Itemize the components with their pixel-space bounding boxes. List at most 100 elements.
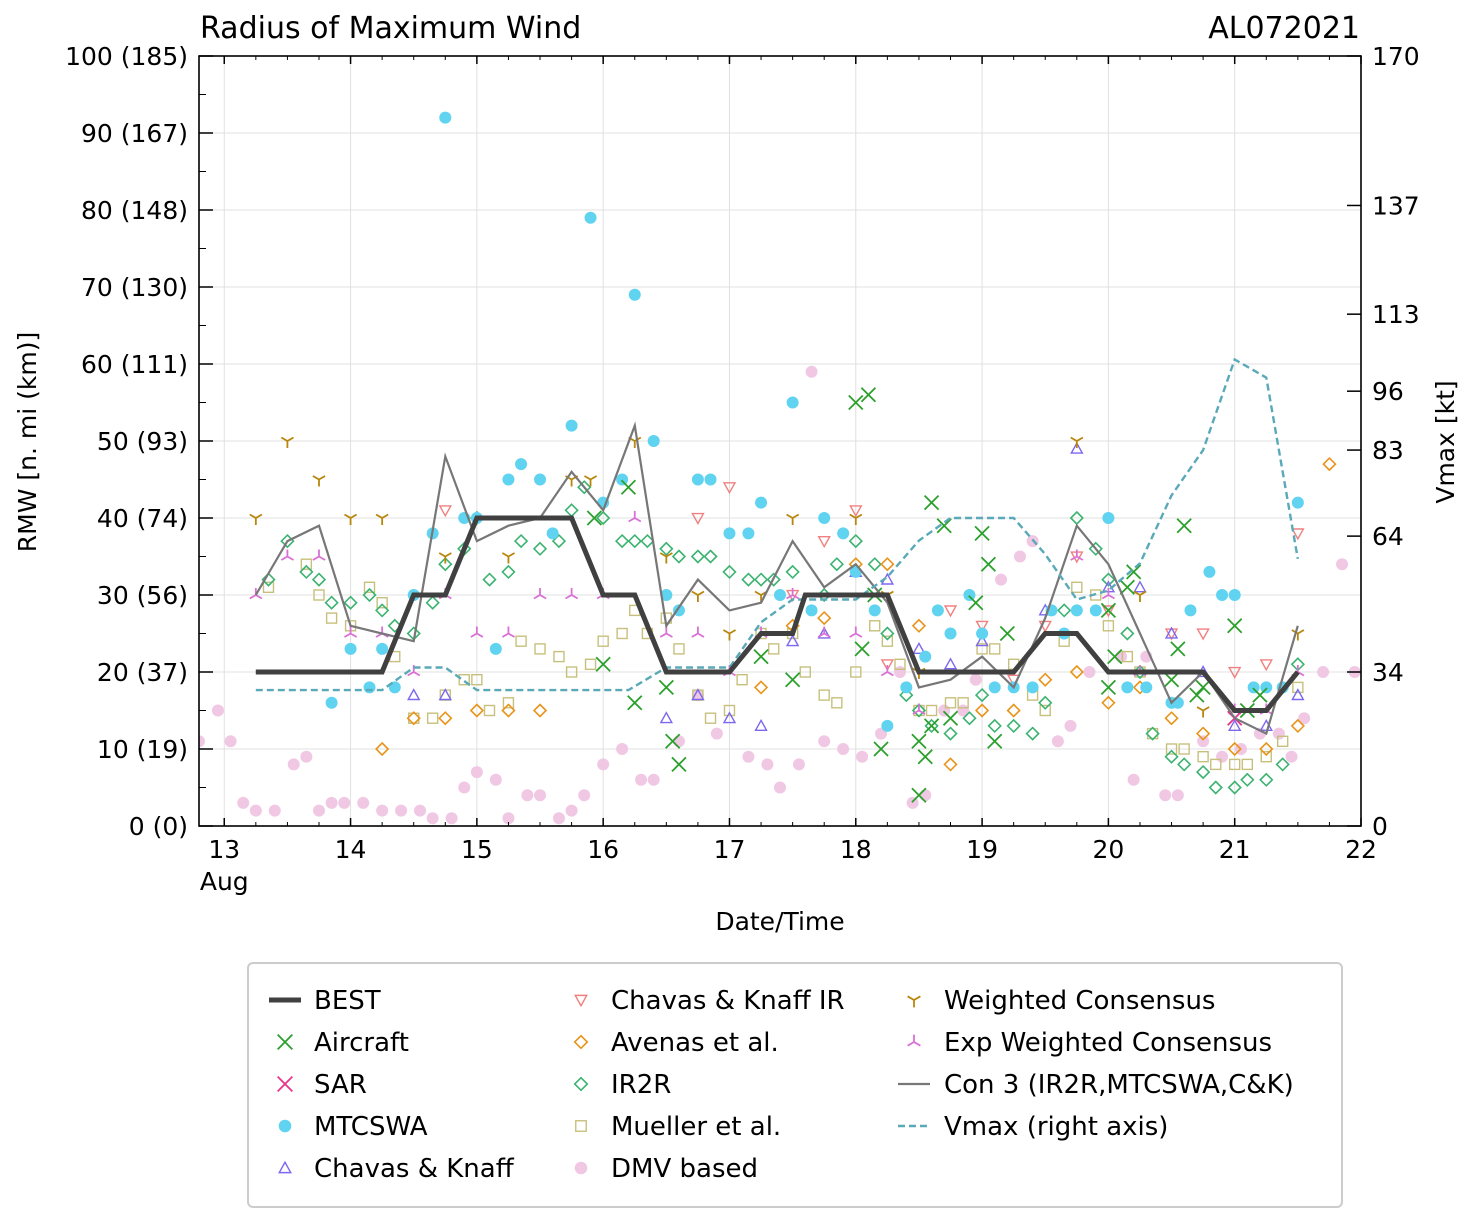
legend-label: Avenas et al.: [611, 1028, 779, 1058]
legend-label: Mueller et al.: [611, 1112, 781, 1142]
dmv-based-point: [1285, 750, 1298, 763]
ir2r-point: [1164, 749, 1179, 764]
dmv-based-point: [597, 758, 610, 771]
dmv-based-point-shape: [1285, 750, 1298, 763]
avenas-et-al-point: [406, 711, 421, 726]
y-right-tick-label: 96: [1372, 377, 1404, 406]
ir2r-point: [785, 564, 800, 580]
avenas-et-al-point-shape: [943, 757, 958, 772]
dmv-based-point: [635, 773, 648, 786]
mtcswa-point: [439, 111, 452, 124]
aircraft-point-shape: [936, 518, 952, 534]
legend-frame: [247, 962, 1343, 1208]
dmv-based-point-shape: [325, 796, 338, 809]
aircraft-point: [658, 679, 674, 696]
mueller-et-al-point: [736, 674, 748, 686]
aircraft-point: [923, 494, 940, 511]
weighted-consensus-point: [312, 475, 326, 487]
dmv-based-point-shape: [1197, 735, 1210, 748]
dmv-based-point: [995, 573, 1008, 586]
exp-weighted-consensus-point-shape: [786, 588, 800, 600]
exp-weighted-consensus-point: [786, 588, 800, 600]
y-tick-label: 0 (0): [129, 812, 188, 841]
mtcswa-point-shape: [325, 696, 338, 709]
avenas-et-al-point: [501, 703, 516, 718]
dmv-based-point: [414, 804, 427, 817]
mueller-et-al-point: [1178, 743, 1190, 755]
avenas-et-al-point-shape: [1164, 711, 1179, 726]
ir2r-point: [311, 572, 327, 587]
ir2r-point-shape: [1038, 695, 1053, 710]
exp-weighted-consensus-point: [880, 665, 894, 677]
chavas-knaff-point: [754, 718, 768, 731]
mtcswa-point: [1171, 696, 1184, 709]
chavas-knaff-ir-point-shape: [691, 512, 705, 525]
mueller-et-al-point: [483, 704, 496, 717]
chavas-knaff-ir-point-shape: [1259, 659, 1273, 672]
mueller-et-al-point: [723, 704, 736, 717]
dmv-based-point-shape: [1127, 773, 1140, 786]
exp-weighted-consensus-point-shape: [691, 626, 705, 638]
aircraft-point: [848, 394, 864, 411]
legend-swatch: [575, 1120, 587, 1132]
mtcswa-point: [774, 589, 786, 601]
mtcswa-point-shape: [515, 458, 528, 471]
mueller-et-al-point-shape: [1121, 650, 1134, 663]
aircraft-point-shape: [968, 595, 984, 611]
mueller-et-al-point: [894, 658, 906, 670]
weighted-consensus-point-shape: [786, 513, 800, 525]
exp-weighted-consensus-point-shape: [628, 511, 642, 523]
exp-weighted-consensus-point-shape: [912, 703, 926, 715]
mtcswa-point: [1026, 681, 1039, 694]
ir2r-point: [482, 572, 497, 587]
chavas-knaff-point: [1228, 718, 1242, 731]
weighted-consensus-point-shape: [659, 552, 673, 564]
dmv-based-point-shape: [792, 758, 805, 771]
legend-swatch-shape: [575, 1120, 587, 1132]
aircraft-point-shape: [665, 733, 681, 749]
ir2r-point-shape: [577, 480, 592, 495]
mtcswa-point-shape: [489, 642, 502, 655]
dmv-based-point-shape: [691, 689, 704, 702]
ir2r-point-shape: [324, 595, 339, 610]
chavas-knaff-ir-point: [817, 536, 831, 549]
mtcswa-point-shape: [805, 604, 818, 617]
dmv-based-point-shape: [672, 735, 685, 748]
dmv-based-point: [938, 704, 951, 717]
aircraft-point: [627, 695, 643, 711]
avenas-et-al-point: [1227, 741, 1242, 757]
dmv-based-point-shape: [489, 773, 502, 786]
mueller-et-al-point: [989, 643, 1001, 655]
dmv-based-point: [287, 758, 300, 771]
weighted-consensus-point: [280, 436, 294, 448]
dmv-based-point-shape: [774, 781, 786, 794]
dmv-based-point-shape: [597, 758, 610, 771]
mueller-et-al-point-shape: [597, 635, 609, 647]
dmv-based-point: [458, 781, 471, 794]
mtcswa-point-shape: [1247, 681, 1260, 694]
mtcswa-point-shape: [439, 111, 452, 124]
aircraft-point: [911, 733, 927, 749]
aircraft-point-shape: [923, 718, 940, 734]
ir2r-point: [299, 564, 314, 580]
y-axis-label: RMW [n. mi (km)]: [13, 332, 42, 552]
avenas-et-al-point-shape: [438, 711, 453, 726]
aircraft-point: [1195, 679, 1211, 696]
series-con-3-ir2r-mtcswa-c-k: [254, 421, 1299, 736]
avenas-et-al-point: [817, 610, 832, 626]
exp-weighted-consensus-point-shape: [280, 549, 294, 561]
dmv-based-point-shape: [237, 796, 250, 809]
avenas-et-al-point-shape: [501, 703, 516, 718]
mueller-et-al-point-shape: [799, 666, 811, 678]
dmv-based-point: [249, 804, 262, 817]
mueller-et-al-point: [584, 658, 597, 670]
mtcswa-point: [742, 527, 755, 540]
mtcswa-point: [344, 642, 357, 655]
mueller-et-al-point-shape: [673, 643, 685, 655]
exp-weighted-consensus-point: [1070, 549, 1084, 561]
chavas-knaff-point: [912, 641, 926, 654]
ir2r-point-shape: [513, 533, 529, 549]
aircraft-point-shape: [911, 787, 927, 803]
dmv-based-point: [1083, 666, 1096, 678]
mtcswa-point: [868, 604, 881, 617]
